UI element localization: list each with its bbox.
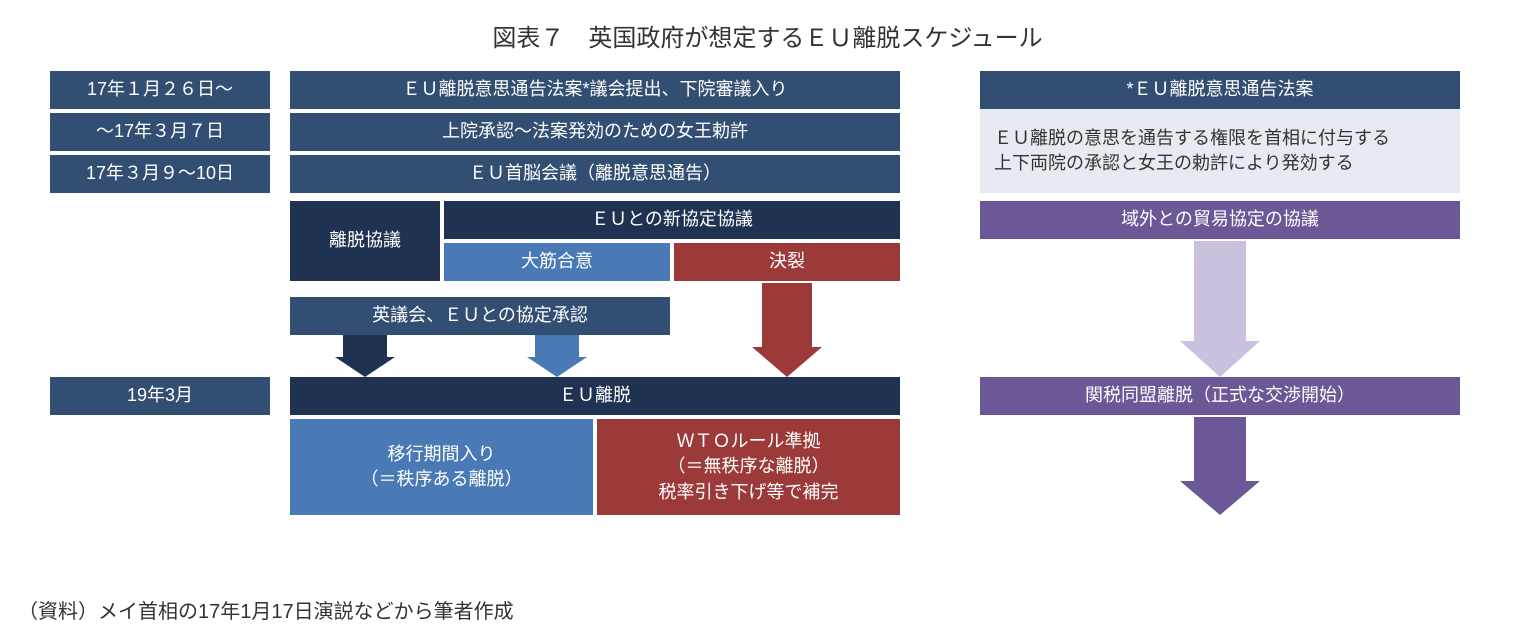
- eu-exit: ＥＵ離脱: [290, 377, 900, 415]
- event-2: 上院承認～法案発効のための女王勅許: [290, 113, 900, 151]
- approve: 英議会、ＥＵとの協定承認: [290, 297, 670, 335]
- break: 決裂: [674, 243, 900, 281]
- arrow-cu: [1180, 417, 1260, 515]
- arrow-break: [752, 283, 822, 377]
- chart-title: 図表７ 英国政府が想定するＥＵ離脱スケジュール: [0, 0, 1535, 61]
- newdeal-header: ＥＵとの新協定協議: [444, 201, 900, 239]
- event-1: ＥＵ離脱意思通告法案*議会提出、下院審議入り: [290, 71, 900, 109]
- cu-exit: 関税同盟離脱（正式な交渉開始）: [980, 377, 1460, 415]
- date-4: 19年3月: [50, 377, 270, 415]
- ext-trade-header: 域外との貿易協定の協議: [980, 201, 1460, 239]
- date-2: ～17年３月７日: [50, 113, 270, 151]
- arrow-agree: [527, 335, 587, 377]
- event-3: ＥＵ首脳会議（離脱意思通告）: [290, 155, 900, 193]
- diagram-canvas: 17年１月２６日～ ～17年３月７日 17年３月９～10日 ＥＵ離脱意思通告法案…: [0, 61, 1535, 621]
- transition: 移行期間入り （＝秩序ある離脱）: [290, 419, 593, 515]
- date-1: 17年１月２６日～: [50, 71, 270, 109]
- note-title: *ＥＵ離脱意思通告法案: [980, 71, 1460, 109]
- arrow-withdraw: [335, 335, 395, 377]
- wto: ＷＴＯルール準拠 （＝無秩序な離脱） 税率引き下げ等で補完: [597, 419, 900, 515]
- withdraw-talks: 離脱協議: [290, 201, 440, 281]
- agree: 大筋合意: [444, 243, 670, 281]
- date-3: 17年３月９～10日: [50, 155, 270, 193]
- note-body: ＥＵ離脱の意思を通告する権限を首相に付与する 上下両院の承認と女王の勅許により発…: [980, 109, 1460, 193]
- source-note: （資料）メイ首相の17年1月17日演説などから筆者作成: [18, 595, 514, 624]
- arrow-ext: [1180, 241, 1260, 377]
